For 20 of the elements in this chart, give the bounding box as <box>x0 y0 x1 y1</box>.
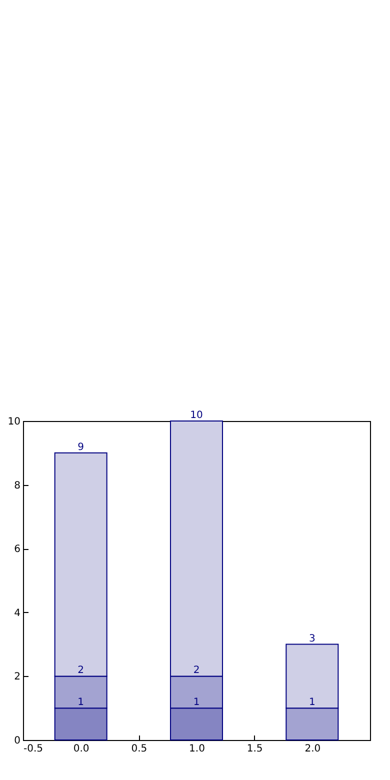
y-tick-label: 6 <box>14 544 20 556</box>
annotation: 2 <box>78 665 84 676</box>
annotation: 2 <box>193 665 200 676</box>
x-tick-label: -0.5 <box>24 744 44 754</box>
y-tick-label: 0 <box>14 736 20 746</box>
annotation: 1 <box>78 697 84 708</box>
annotation: 10 <box>190 410 203 421</box>
y-tick-label: 8 <box>14 480 20 492</box>
annotation: 3 <box>308 633 316 644</box>
y-tick-label: 4 <box>14 608 20 619</box>
x-tick-label: 2.0 <box>304 744 321 754</box>
x-tick-label: 0.5 <box>131 744 148 754</box>
annotation: 1 <box>193 697 200 708</box>
x-tick-label: 0.0 <box>73 744 90 754</box>
x-tick-label: 1.0 <box>189 744 205 754</box>
annotation: 1 <box>308 697 316 708</box>
y-tick-label: 10 <box>8 416 20 428</box>
x-tick-label: 1.5 <box>246 744 263 754</box>
y-tick-label: 2 <box>14 672 20 683</box>
annotation: 9 <box>78 442 84 453</box>
